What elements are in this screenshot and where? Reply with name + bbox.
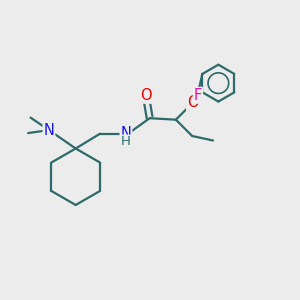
Text: H: H <box>121 136 131 148</box>
Text: F: F <box>194 88 202 103</box>
Text: N: N <box>121 126 131 141</box>
Text: O: O <box>187 95 199 110</box>
Text: N: N <box>44 123 54 138</box>
Text: O: O <box>140 88 152 103</box>
